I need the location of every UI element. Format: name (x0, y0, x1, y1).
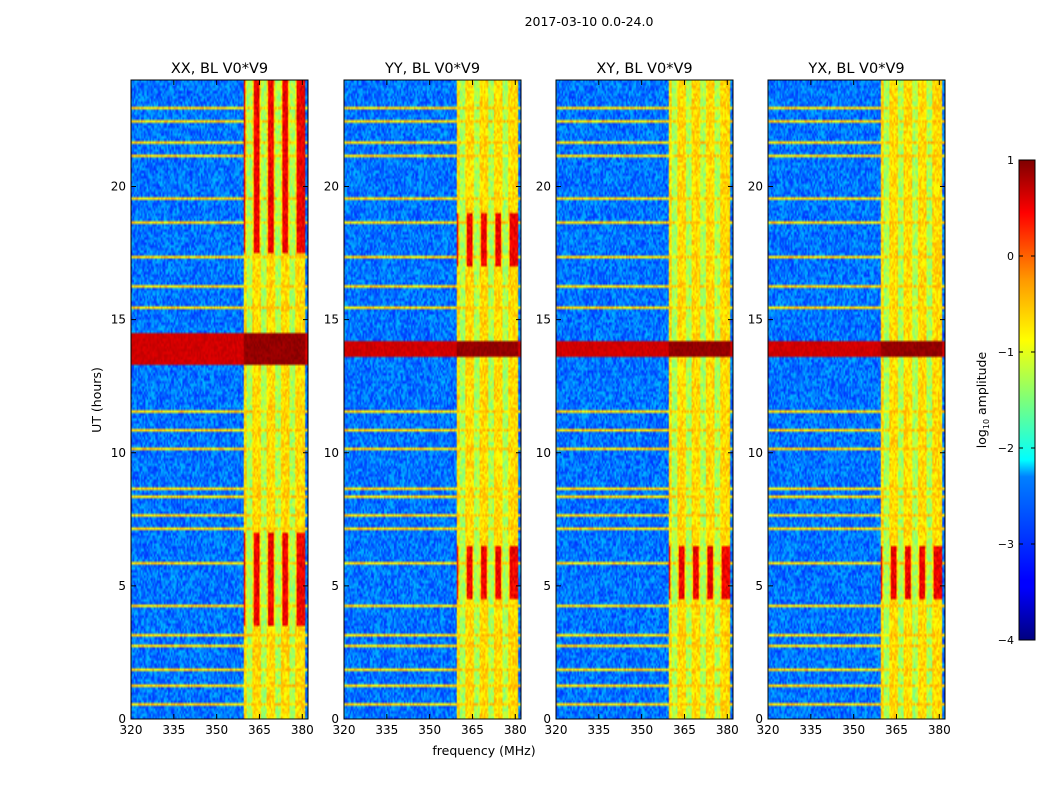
y-tick-label: 5 (118, 579, 126, 593)
colorbar-label: log10 amplitude (974, 351, 991, 448)
panel-title: YY, BL V0*V9 (384, 61, 480, 77)
y-tick-label: 15 (536, 313, 551, 327)
x-tick-label: 365 (673, 723, 696, 737)
y-tick-label: 10 (111, 446, 126, 460)
figure-suptitle: 2017-03-10 0.0-24.0 (525, 14, 654, 29)
heatmap-image (131, 80, 308, 719)
y-tick-label: 0 (331, 712, 339, 726)
colorbar-tick-label: −4 (998, 634, 1014, 647)
y-tick-label: 10 (536, 446, 551, 460)
y-tick-label: 0 (755, 712, 763, 726)
panel-1: XX, BL V0*V9 320 335 350 365 380 0 5 10 15 20 (111, 61, 314, 737)
y-tick-label: 15 (111, 313, 126, 327)
y-tick-label: 15 (324, 313, 339, 327)
y-tick-label: 10 (324, 446, 339, 460)
x-tick-label: 380 (291, 723, 314, 737)
x-tick-label: 350 (630, 723, 653, 737)
colorbar-ticks: 1 0 −1 −2 −3 −4 (998, 154, 1035, 647)
colorbar-tick-label: 1 (1007, 154, 1014, 167)
y-axis-label: UT (hours) (89, 367, 104, 433)
panel-title: YX, BL V0*V9 (807, 61, 904, 77)
heatmap-image (344, 80, 521, 719)
y-tick-label: 20 (324, 180, 339, 194)
colorbar-tick-label: −3 (998, 538, 1014, 551)
heatmap-image (768, 80, 945, 719)
x-axis-label: frequency (MHz) (432, 743, 535, 758)
x-tick-label: 335 (587, 723, 610, 737)
x-tick-label: 380 (716, 723, 739, 737)
y-tick-label: 20 (111, 180, 126, 194)
y-tick-label: 20 (748, 180, 763, 194)
colorbar-tick-label: −1 (998, 346, 1014, 359)
colorbar-gradient (1018, 159, 1036, 641)
x-tick-label: 320 (757, 723, 780, 737)
panel-3: XY, BL V0*V9 320 335 350 365 380 0 5 10 15 20 (536, 61, 739, 737)
colorbar: 10−1−2−3−4 log10 amplitude (974, 154, 1036, 647)
y-tick-label: 0 (543, 712, 551, 726)
plot-frame (343, 79, 522, 720)
x-tick-label: 335 (799, 723, 822, 737)
x-tick-label: 380 (504, 723, 527, 737)
panel-4: YX, BL V0*V9 320 335 350 365 380 0 5 10 15 20 (748, 61, 951, 737)
x-tick-label: 320 (333, 723, 356, 737)
y-tick-label: 5 (331, 579, 339, 593)
y-tick-label: 0 (118, 712, 126, 726)
y-tick-label: 20 (536, 180, 551, 194)
y-tick-label: 15 (748, 313, 763, 327)
colorbar-label-suffix: amplitude (974, 351, 989, 418)
colorbar-label-prefix: log (974, 429, 989, 448)
x-tick-label: 365 (885, 723, 908, 737)
colorbar-tick-label: 0 (1007, 250, 1014, 263)
panel-title: XY, BL V0*V9 (596, 61, 692, 77)
y-tick-label: 5 (755, 579, 763, 593)
heatmap-image (556, 80, 733, 719)
x-tick-label: 320 (120, 723, 143, 737)
x-tick-label: 350 (842, 723, 865, 737)
colorbar-label-sub: 10 (982, 419, 991, 429)
x-tick-label: 365 (461, 723, 484, 737)
x-tick-label: 380 (928, 723, 951, 737)
plot-frame (555, 79, 734, 720)
x-tick-label: 335 (162, 723, 185, 737)
colorbar-tick-label: −2 (998, 442, 1014, 455)
y-tick-label: 10 (748, 446, 763, 460)
plot-frame (767, 79, 946, 720)
y-tick-label: 5 (543, 579, 551, 593)
plot-frame (130, 79, 309, 720)
x-tick-label: 335 (375, 723, 398, 737)
x-tick-label: 365 (248, 723, 271, 737)
panel-title: XX, BL V0*V9 (171, 61, 268, 77)
panel-2: YY, BL V0*V9 320 335 350 365 380 0 5 10 15 20 (324, 61, 527, 737)
x-tick-label: 350 (418, 723, 441, 737)
x-tick-label: 350 (205, 723, 228, 737)
x-tick-label: 320 (545, 723, 568, 737)
